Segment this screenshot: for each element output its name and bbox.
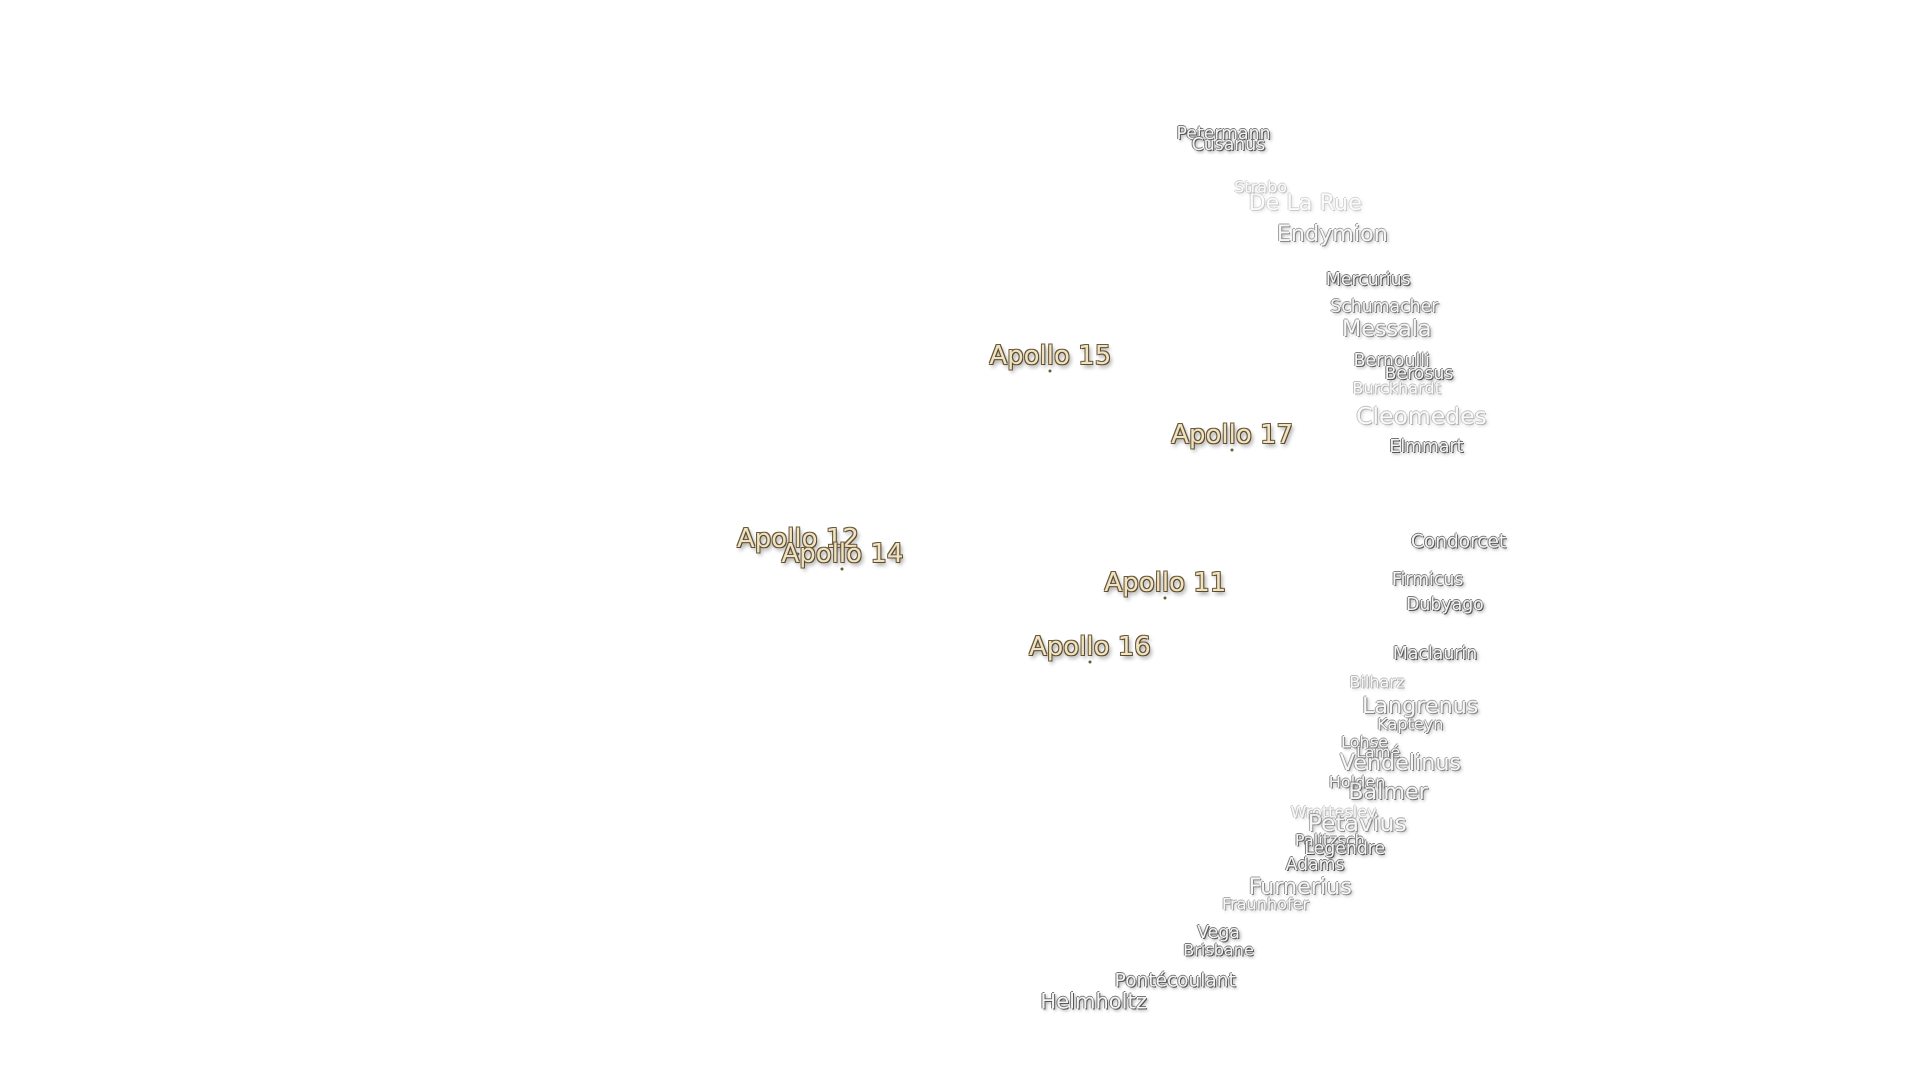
feature-label: Langrenus [1362, 693, 1479, 720]
feature-label: Legendre [1304, 838, 1386, 859]
feature-label: Maclaurin [1392, 644, 1478, 665]
feature-label: Burckhardt [1352, 378, 1441, 398]
feature-label: Bernoulli [1353, 351, 1430, 372]
landing-site-label: Apollo 11 [1104, 567, 1227, 598]
feature-label: Lamé [1355, 742, 1401, 762]
feature-label: Cleomedes [1356, 401, 1487, 430]
feature-label: Kapteyn [1377, 714, 1444, 734]
feature-label: Schumacher [1330, 296, 1439, 317]
feature-label: Helmholtz [1040, 988, 1147, 1014]
feature-label: Adams [1285, 854, 1345, 875]
landing-site-marker [1088, 660, 1092, 664]
feature-label: Cusanus [1191, 134, 1266, 155]
landing-site-label: Apollo 15 [989, 341, 1112, 372]
landing-site-label: Apollo 16 [1028, 632, 1151, 662]
feature-label: Petermann [1176, 123, 1271, 144]
feature-label: Pontécoulant [1114, 970, 1236, 992]
feature-label: Lohse [1341, 732, 1389, 752]
feature-label: Strabo [1234, 177, 1288, 197]
feature-label: Berosus [1384, 363, 1454, 384]
landing-site-label: Apollo 17 [1171, 420, 1294, 451]
feature-label: Petavius [1307, 808, 1407, 837]
feature-label: Fraunhofer [1222, 894, 1310, 914]
feature-label: Condorcet [1410, 531, 1507, 553]
landing-site-label: Apollo 12 [736, 524, 859, 555]
landing-site-label: Apollo 14 [781, 539, 904, 570]
landing-site-marker [1230, 448, 1234, 452]
feature-label: Mercurius [1325, 269, 1411, 290]
feature-label: Wrottesley [1290, 802, 1377, 822]
feature-label: Vega [1197, 922, 1240, 943]
feature-label: Palitzsch [1294, 830, 1365, 850]
feature-label: De La Rue [1248, 189, 1362, 216]
feature-label: Endymion [1276, 220, 1388, 247]
feature-label: Dubyago [1406, 594, 1484, 615]
landing-site-marker [840, 567, 844, 571]
feature-label: Holden [1328, 772, 1386, 792]
landing-site-marker [1163, 596, 1167, 600]
feature-label: Elmmart [1389, 436, 1464, 457]
landing-site-marker [1048, 369, 1052, 373]
feature-label: Vendelinus [1339, 750, 1462, 777]
feature-label: Firmicus [1391, 570, 1464, 591]
feature-label: Brisbane [1183, 940, 1254, 960]
landing-site-marker [796, 552, 800, 556]
feature-label: Balmer [1348, 778, 1428, 805]
feature-label: Bilharz [1349, 672, 1405, 692]
feature-label: Furnerius [1248, 874, 1352, 900]
feature-label: Messala [1342, 316, 1432, 343]
